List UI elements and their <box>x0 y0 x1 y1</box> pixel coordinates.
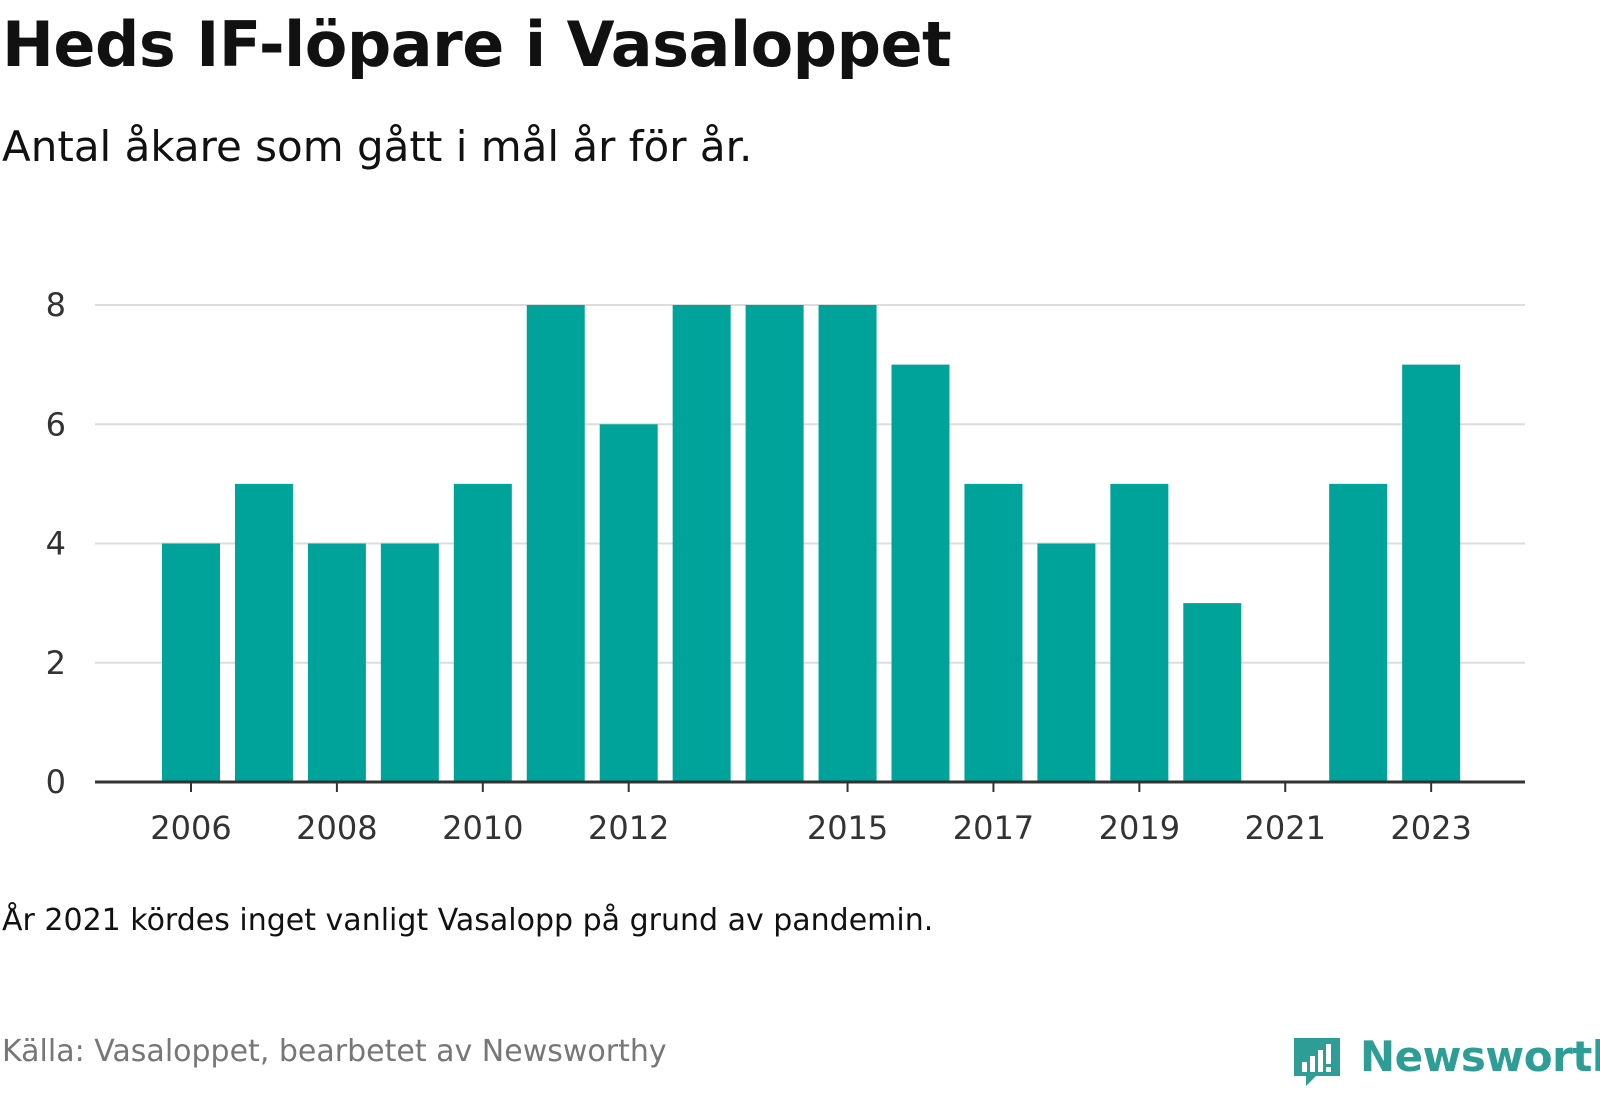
x-tick-label: 2006 <box>150 809 231 847</box>
y-tick-label: 2 <box>46 644 66 682</box>
bar-2020 <box>1183 603 1242 782</box>
y-tick-label: 6 <box>46 405 66 443</box>
bar-2017 <box>964 483 1023 782</box>
bar-2013 <box>672 305 731 782</box>
bar-2010 <box>453 483 512 782</box>
x-axis <box>95 780 1525 792</box>
x-axis-tick-labels: 2006 2008 2010 2012 2015 2017 2019 2021 2023 <box>150 809 1472 847</box>
bar-2011 <box>526 305 585 782</box>
x-tick-label: 2023 <box>1390 809 1471 847</box>
source-credit: Källa: Vasaloppet, bearbetet av Newswort… <box>2 1034 667 1069</box>
x-tick-label: 2021 <box>1245 809 1326 847</box>
bar-2006 <box>162 543 220 782</box>
bar-2015 <box>818 305 877 782</box>
newsworthy-logo-icon <box>1294 1038 1340 1086</box>
x-tick-label: 2010 <box>442 809 523 847</box>
newsworthy-logo: Newsworthy <box>1290 1032 1600 1098</box>
x-tick-label: 2012 <box>588 809 669 847</box>
footnote: År 2021 kördes inget vanligt Vasalopp på… <box>2 903 934 938</box>
bar-2016 <box>891 364 950 782</box>
bar-2012 <box>599 424 658 782</box>
newsworthy-logo-text: Newsworthy <box>1360 1032 1600 1081</box>
chart-title: Heds IF-löpare i Vasaloppet <box>2 8 952 81</box>
x-tick-label: 2015 <box>807 809 888 847</box>
bar-2019 <box>1110 483 1169 782</box>
bars <box>162 305 1461 782</box>
bar-2014 <box>745 305 804 782</box>
y-tick-label: 8 <box>46 286 66 324</box>
bar-2009 <box>380 543 439 782</box>
x-tick-label: 2017 <box>953 809 1034 847</box>
bar-2008 <box>307 543 366 782</box>
bar-2023 <box>1402 364 1461 782</box>
y-tick-label: 4 <box>46 525 66 563</box>
bar-2022 <box>1329 483 1388 782</box>
bar-2018 <box>1037 543 1096 782</box>
y-tick-label: 0 <box>46 763 66 801</box>
x-tick-label: 2008 <box>296 809 377 847</box>
chart-subtitle: Antal åkare som gått i mål år för år. <box>2 122 753 171</box>
x-tick-label: 2019 <box>1099 809 1180 847</box>
y-axis-tick-labels: 0 2 4 6 8 <box>46 286 66 801</box>
bar-2007 <box>234 483 293 782</box>
